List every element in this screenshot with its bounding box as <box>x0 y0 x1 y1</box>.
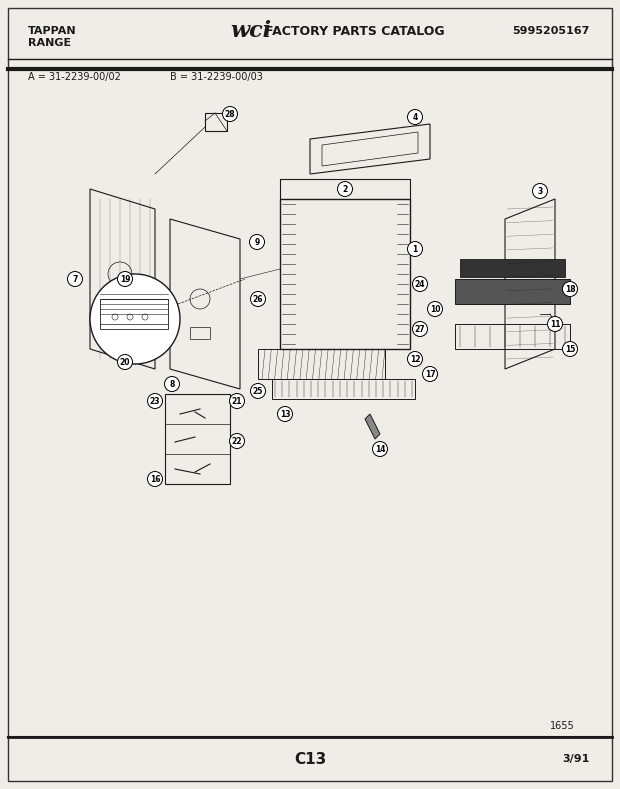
Circle shape <box>422 367 438 382</box>
Circle shape <box>562 342 577 357</box>
Circle shape <box>547 316 562 331</box>
Text: 8: 8 <box>169 380 175 388</box>
Circle shape <box>412 276 428 291</box>
Text: 3: 3 <box>538 186 542 196</box>
Circle shape <box>278 406 293 421</box>
Text: 14: 14 <box>374 444 385 454</box>
Circle shape <box>229 433 244 448</box>
Text: 22: 22 <box>232 436 242 446</box>
Circle shape <box>407 110 422 125</box>
Circle shape <box>148 472 162 487</box>
Text: 25: 25 <box>253 387 263 395</box>
Circle shape <box>428 301 443 316</box>
Circle shape <box>229 394 244 409</box>
Circle shape <box>164 376 180 391</box>
Circle shape <box>118 271 133 286</box>
Circle shape <box>90 274 180 364</box>
Text: 26: 26 <box>253 294 264 304</box>
Text: wci: wci <box>230 20 271 42</box>
Polygon shape <box>460 259 565 277</box>
Text: 17: 17 <box>425 369 435 379</box>
Text: 28: 28 <box>224 110 236 118</box>
Circle shape <box>407 241 422 256</box>
Bar <box>205 113 227 131</box>
Text: 5995205167: 5995205167 <box>513 26 590 36</box>
Text: B = 31-2239-00/03: B = 31-2239-00/03 <box>170 72 263 82</box>
Circle shape <box>250 383 265 398</box>
Text: 27: 27 <box>415 324 425 334</box>
Text: 3/91: 3/91 <box>562 754 590 764</box>
Text: 2: 2 <box>342 185 348 193</box>
Circle shape <box>533 184 547 199</box>
Text: 23: 23 <box>150 397 160 406</box>
Text: 12: 12 <box>410 354 420 364</box>
Text: 4: 4 <box>412 113 418 122</box>
Text: 13: 13 <box>280 409 290 418</box>
Text: 1655: 1655 <box>551 721 575 731</box>
Circle shape <box>118 354 133 369</box>
Text: 9: 9 <box>254 237 260 246</box>
Circle shape <box>148 394 162 409</box>
Text: 15: 15 <box>565 345 575 353</box>
Text: 19: 19 <box>120 275 130 283</box>
Text: TAPPAN
RANGE: TAPPAN RANGE <box>28 26 77 48</box>
Text: C13: C13 <box>294 751 326 766</box>
Text: 24: 24 <box>415 279 425 289</box>
Text: 7: 7 <box>73 275 78 283</box>
Circle shape <box>562 282 577 297</box>
Text: 1: 1 <box>412 245 418 253</box>
Text: A = 31-2239-00/02: A = 31-2239-00/02 <box>28 72 121 82</box>
Circle shape <box>68 271 82 286</box>
Circle shape <box>249 234 265 249</box>
Polygon shape <box>455 279 570 304</box>
Text: 18: 18 <box>565 285 575 294</box>
Text: 10: 10 <box>430 305 440 313</box>
Polygon shape <box>365 414 380 439</box>
Circle shape <box>337 181 353 196</box>
Circle shape <box>407 352 422 367</box>
Text: 16: 16 <box>150 474 160 484</box>
Circle shape <box>250 291 265 306</box>
Circle shape <box>412 321 428 336</box>
Bar <box>100 299 168 329</box>
Text: 11: 11 <box>550 320 560 328</box>
Circle shape <box>223 107 237 122</box>
Circle shape <box>373 442 388 457</box>
Text: 20: 20 <box>120 357 130 367</box>
Bar <box>108 309 132 319</box>
Bar <box>165 394 230 484</box>
Text: FACTORY PARTS CATALOG: FACTORY PARTS CATALOG <box>265 24 445 38</box>
Text: 21: 21 <box>232 397 242 406</box>
Bar <box>190 327 210 339</box>
